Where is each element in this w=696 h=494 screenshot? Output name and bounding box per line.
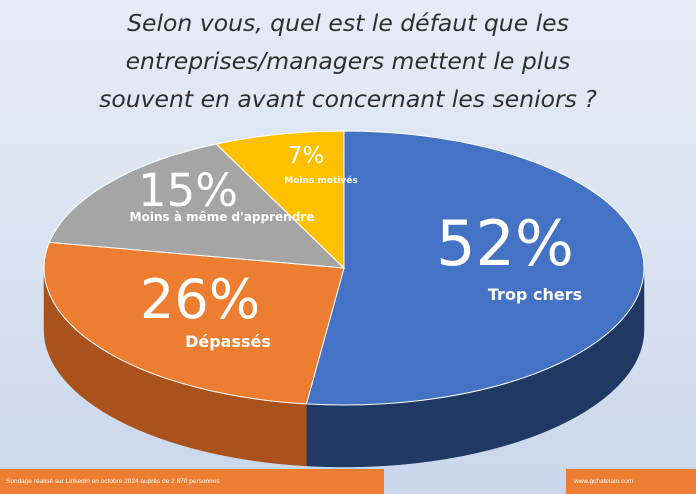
slice-percent-label: 15%: [138, 164, 238, 217]
pie-top-faces: [43, 130, 645, 406]
slice-percent-label: 26%: [140, 268, 260, 331]
title-line-1: Selon vous, quel est le défaut que les: [127, 9, 569, 37]
slice-category-label: Moins motivés: [284, 175, 357, 186]
slice-category-label: Dépassés: [185, 332, 271, 351]
slice-1: [43, 241, 345, 405]
slice-labels: 52% Trop chers 26%Dépassés 15%Moins à même …: [130, 143, 582, 351]
slice-percent-label: 7%: [288, 143, 325, 169]
slice-category-label: Trop chers: [488, 285, 582, 304]
slice-0: [305, 130, 645, 406]
website-footer: www.gchatelain.com: [566, 469, 696, 494]
title-line-3: souvent en avant concernant les seniors …: [99, 85, 597, 113]
title-line-2: entreprises/managers mettent le plus: [125, 47, 571, 75]
slice-3: [215, 130, 345, 270]
slice-category-label: Moins à même d'apprendre: [130, 210, 315, 224]
slice-percent-label: 52%: [436, 207, 574, 280]
source-footer: Sondage réalisé sur Linkedin en octobre …: [0, 469, 384, 494]
chart-title: Selon vous, quel est le défaut que les e…: [20, 4, 676, 118]
slice-2: [48, 143, 346, 269]
